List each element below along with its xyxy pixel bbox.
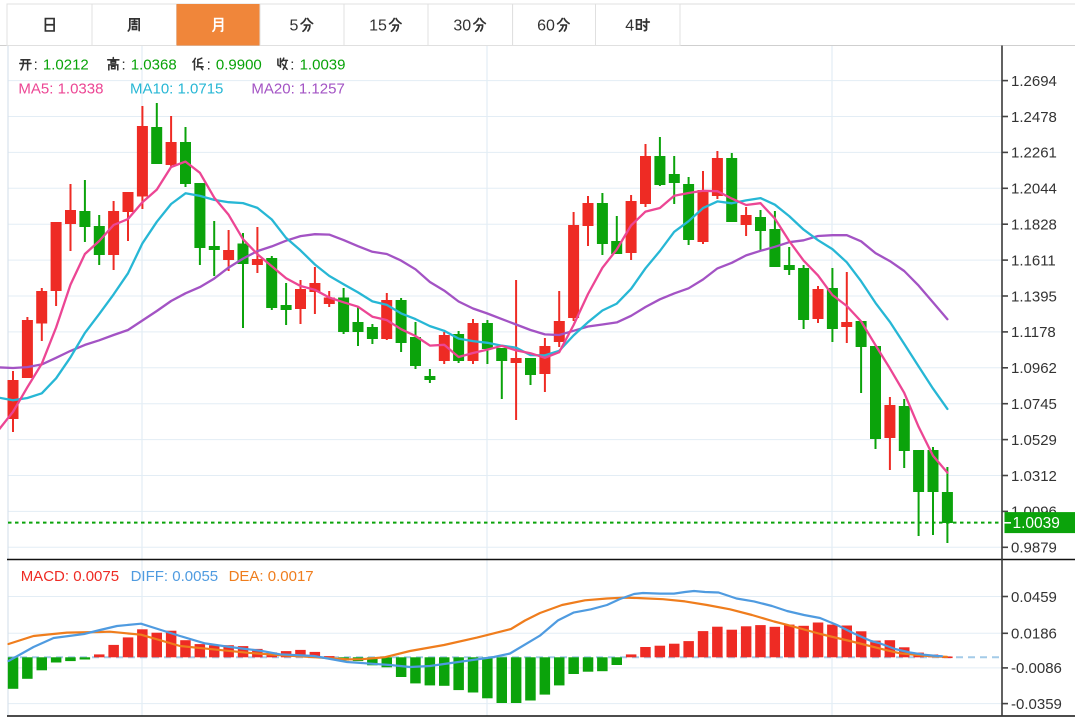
svg-text:1.0368: 1.0368 [131, 57, 177, 74]
svg-text:5: 5 [290, 18, 299, 35]
svg-text:4: 4 [625, 18, 634, 35]
svg-text:-0.0086: -0.0086 [1011, 660, 1062, 677]
svg-text:1.1178: 1.1178 [1011, 324, 1056, 341]
svg-text:15: 15 [369, 18, 387, 35]
svg-text:1.2478: 1.2478 [1011, 109, 1057, 126]
svg-text:1.0039: 1.0039 [1013, 515, 1060, 532]
svg-text:-0.0359: -0.0359 [1011, 696, 1062, 713]
svg-text:1.0962: 1.0962 [1011, 360, 1057, 377]
svg-text:1.2044: 1.2044 [1011, 181, 1057, 198]
svg-text:0.0459: 0.0459 [1011, 589, 1057, 606]
svg-text:1.2261: 1.2261 [1011, 145, 1057, 162]
svg-text:MA10: 1.0715: MA10: 1.0715 [130, 81, 223, 98]
svg-text:0.9879: 0.9879 [1011, 540, 1057, 557]
svg-text:1.0039: 1.0039 [300, 57, 346, 74]
svg-text::: : [290, 57, 294, 74]
svg-text:DIFF: 0.0055: DIFF: 0.0055 [131, 568, 219, 585]
svg-text::: : [207, 57, 211, 74]
svg-text:0.9900: 0.9900 [216, 57, 262, 74]
svg-text:1.2694: 1.2694 [1011, 73, 1057, 90]
svg-text:1.1395: 1.1395 [1011, 288, 1057, 305]
svg-text:1.0745: 1.0745 [1011, 396, 1057, 413]
svg-text:1.0212: 1.0212 [43, 57, 89, 74]
svg-text:1.0529: 1.0529 [1011, 432, 1057, 449]
svg-text:60: 60 [537, 18, 555, 35]
svg-text::: : [34, 57, 38, 74]
svg-text:30: 30 [453, 18, 471, 35]
svg-text:MA20: 1.1257: MA20: 1.1257 [251, 81, 344, 98]
svg-text:0.0186: 0.0186 [1011, 626, 1057, 643]
svg-text:1.1611: 1.1611 [1011, 252, 1056, 269]
svg-text:DEA: 0.0017: DEA: 0.0017 [229, 568, 314, 585]
svg-text:1.0312: 1.0312 [1011, 468, 1057, 485]
svg-text:MACD: 0.0075: MACD: 0.0075 [21, 568, 119, 585]
svg-text::: : [122, 57, 126, 74]
svg-text:MA5: 1.0338: MA5: 1.0338 [18, 81, 103, 98]
svg-text:1.1828: 1.1828 [1011, 217, 1057, 234]
